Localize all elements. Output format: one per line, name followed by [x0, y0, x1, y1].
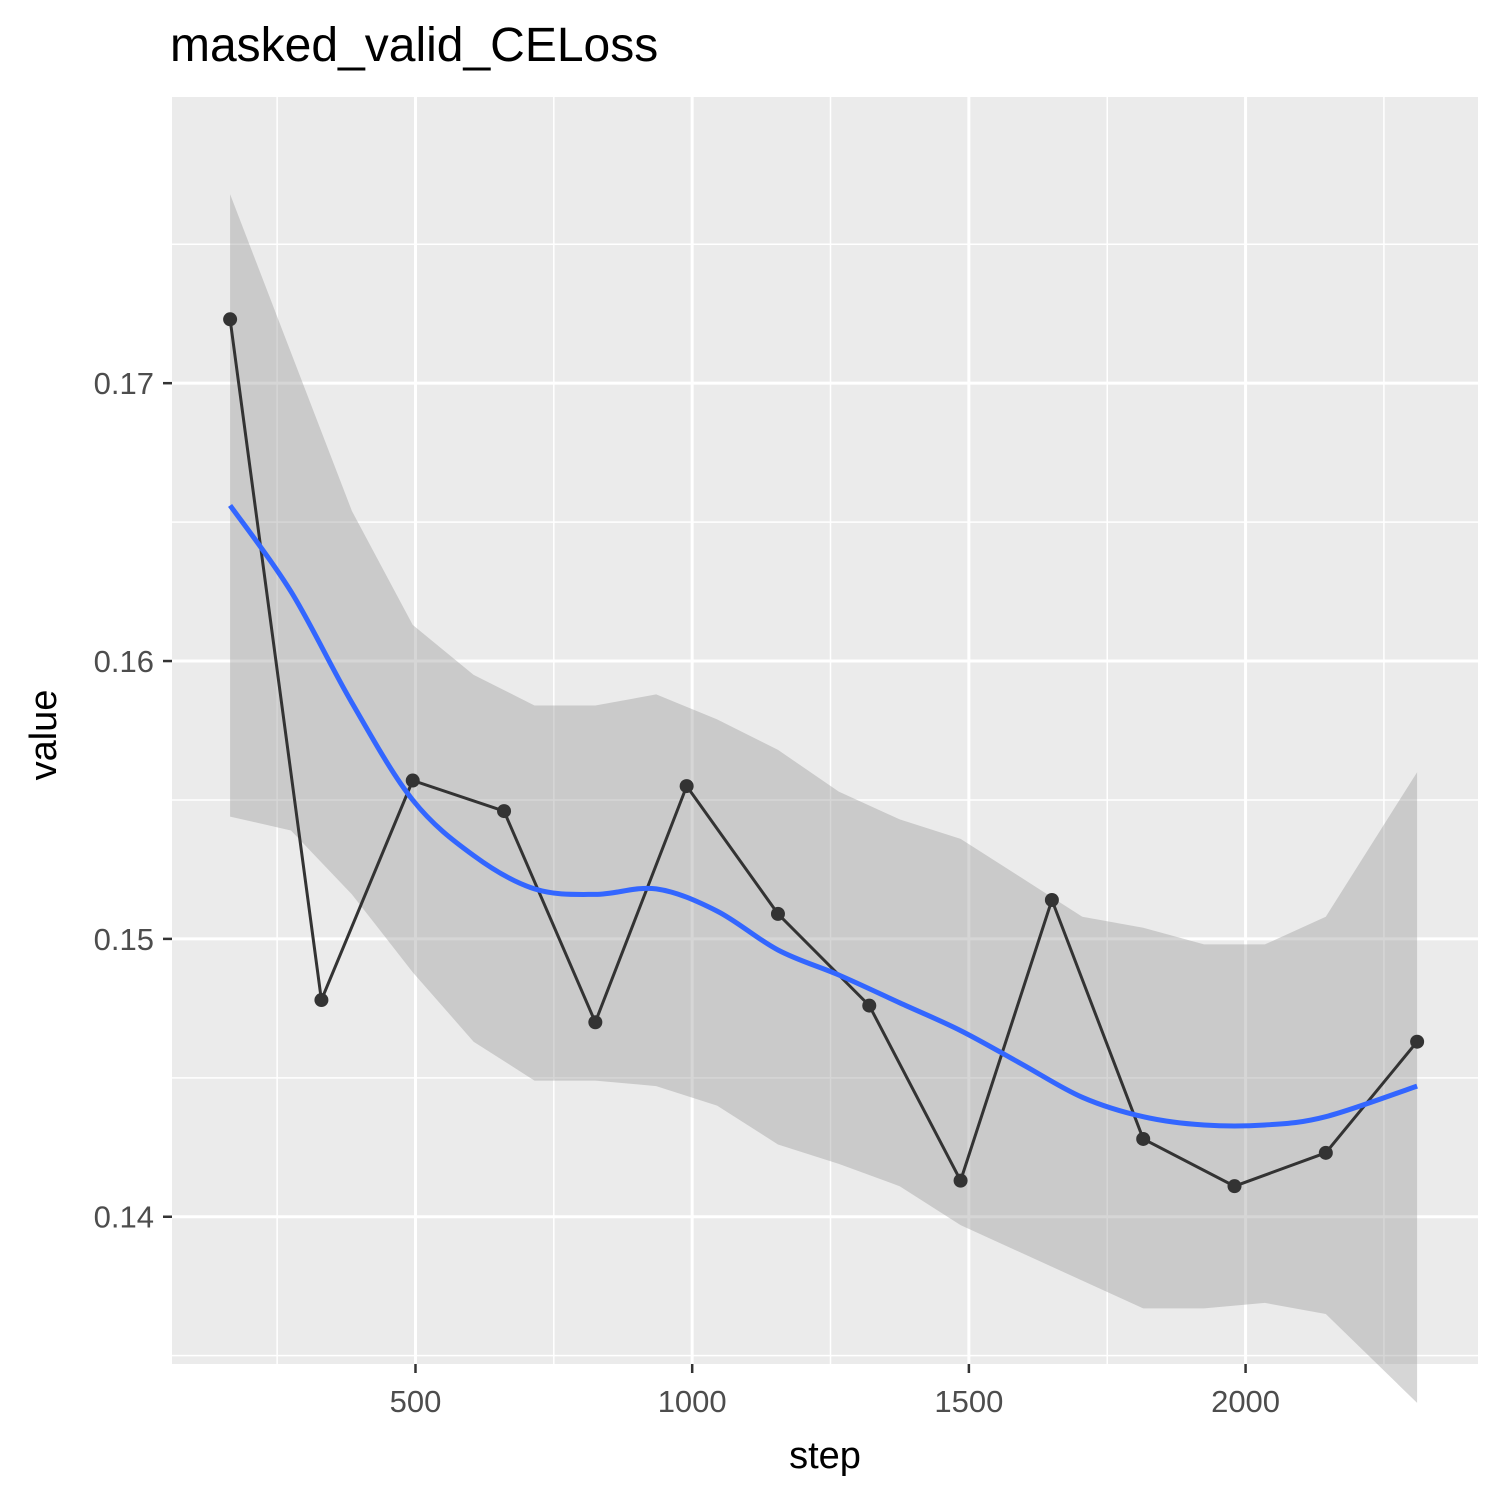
data-point [679, 779, 694, 794]
chart-title: masked_valid_CELoss [170, 19, 659, 72]
y-tick-label: 0.14 [94, 1200, 154, 1235]
data-point [223, 312, 238, 327]
y-tick-label: 0.15 [94, 922, 154, 957]
smooth-line [228, 503, 1418, 1129]
data-point [1410, 1034, 1425, 1049]
data-point [770, 906, 785, 921]
plot-panel [172, 97, 1478, 1364]
data-point [1044, 892, 1059, 907]
data-point [497, 804, 512, 819]
x-tick-label: 1500 [934, 1384, 1003, 1419]
confidence-band [230, 194, 1418, 1403]
x-axis-title: step [789, 1435, 861, 1477]
grid-major [172, 97, 1478, 1364]
y-tick-label: 0.17 [94, 366, 154, 401]
grid-minor [172, 97, 1478, 1364]
data-point [1227, 1179, 1242, 1194]
data-point [953, 1173, 968, 1188]
data-point [314, 993, 329, 1008]
y-axis-title: value [23, 690, 65, 781]
data-point [1318, 1145, 1333, 1160]
series-line [228, 319, 1419, 1188]
x-axis: 500 1000 1500 2000 [390, 1364, 1280, 1419]
x-tick-label: 2000 [1211, 1384, 1280, 1419]
series-points [223, 312, 1425, 1194]
y-axis: 0.14 0.15 0.16 0.17 [94, 366, 172, 1235]
x-tick-label: 1000 [658, 1384, 727, 1419]
data-point [862, 998, 877, 1013]
y-tick-label: 0.16 [94, 644, 154, 679]
data-point [405, 773, 420, 788]
data-point [1136, 1131, 1151, 1146]
data-point [588, 1015, 603, 1030]
x-tick-label: 500 [390, 1384, 442, 1419]
